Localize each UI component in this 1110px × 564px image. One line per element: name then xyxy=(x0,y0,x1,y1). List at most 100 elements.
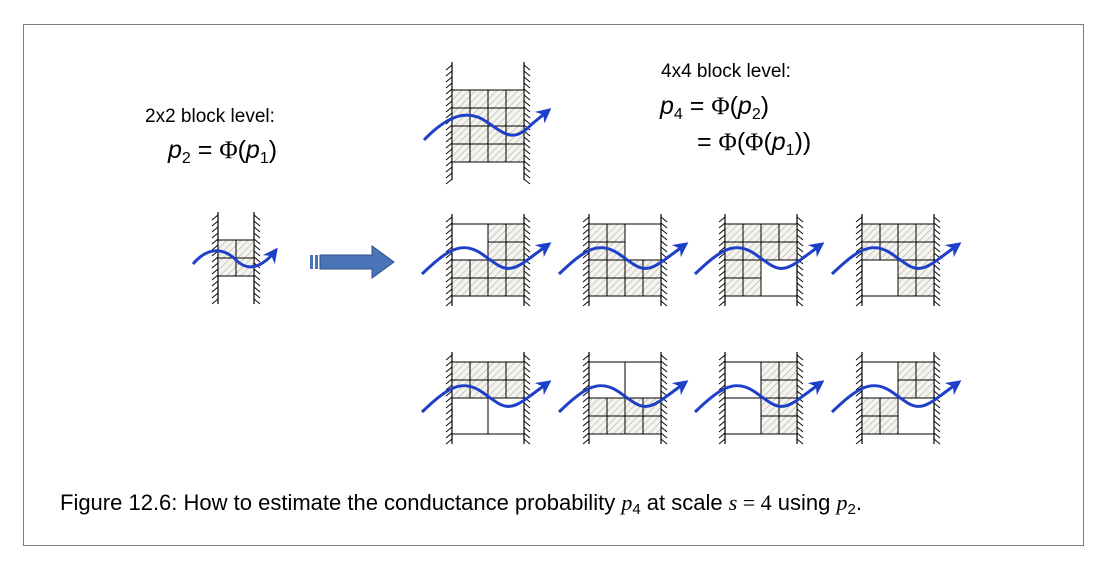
wall-hatch xyxy=(445,106,453,113)
wall-hatch xyxy=(523,88,531,95)
wall-hatch xyxy=(253,280,261,287)
occupied-cell xyxy=(505,223,525,243)
occupied-cell xyxy=(505,143,525,163)
wall-hatch xyxy=(582,396,590,403)
wall-hatch xyxy=(718,384,726,391)
wall-hatch xyxy=(796,222,804,229)
occupied-cell xyxy=(505,361,525,381)
occupied-cell xyxy=(861,415,881,435)
wall-hatch xyxy=(660,270,668,277)
wall-hatch xyxy=(523,82,531,89)
wall-hatch xyxy=(445,276,453,283)
occupied-cell xyxy=(724,277,744,297)
occupied-cell xyxy=(487,379,507,399)
empty-block xyxy=(760,259,798,297)
wall-hatch xyxy=(523,294,531,301)
wall-hatch xyxy=(445,402,453,409)
equals: = xyxy=(697,128,719,156)
wall-hatch xyxy=(660,432,668,439)
config-well-row2-1 xyxy=(557,352,689,445)
occupied-cell xyxy=(588,415,608,435)
equals: = xyxy=(190,136,220,164)
wall-hatch xyxy=(933,228,941,235)
wall-hatch xyxy=(933,420,941,427)
wall-hatch xyxy=(933,234,941,241)
wall-hatch xyxy=(523,378,531,385)
wall-hatch xyxy=(933,270,941,277)
config-well-row1-3 xyxy=(830,214,962,307)
wall-hatch xyxy=(445,282,453,289)
occupied-cell xyxy=(778,223,798,243)
well-2x2 xyxy=(191,212,278,305)
wall-hatch xyxy=(523,216,531,223)
wall-hatch xyxy=(523,432,531,439)
wall-hatch xyxy=(718,294,726,301)
wall-hatch xyxy=(445,88,453,95)
occupied-cell xyxy=(451,259,471,279)
occupied-cell xyxy=(915,241,935,261)
wall-hatch xyxy=(582,420,590,427)
wall-hatch xyxy=(523,240,531,247)
occupied-cell xyxy=(760,241,780,261)
wall-hatch xyxy=(718,420,726,427)
wall-hatch xyxy=(933,432,941,439)
caption-p4: p xyxy=(621,490,633,515)
wall-hatch xyxy=(523,112,531,119)
wall-hatch xyxy=(582,216,590,223)
occupied-cell xyxy=(505,277,525,297)
wall-hatch xyxy=(445,240,453,247)
wall-hatch xyxy=(523,270,531,277)
wall-hatch xyxy=(660,234,668,241)
wall-hatch xyxy=(855,276,863,283)
wall-hatch xyxy=(718,240,726,247)
occupied-cell xyxy=(588,277,608,297)
equation-p4: p4 = Φ(p2) xyxy=(660,92,769,124)
occupied-cell xyxy=(778,241,798,261)
wall-hatch xyxy=(523,402,531,409)
wall-hatch xyxy=(523,94,531,101)
wall-hatch xyxy=(718,366,726,373)
conduction-path xyxy=(693,380,825,414)
occupied-cell xyxy=(505,107,525,127)
occupied-cell xyxy=(451,143,471,163)
wall-hatch xyxy=(855,354,863,361)
occupied-cell xyxy=(606,259,626,279)
wall-hatch xyxy=(523,300,531,307)
wall-hatch xyxy=(523,160,531,167)
wall-hatch xyxy=(660,300,668,307)
wall-hatch xyxy=(855,438,863,445)
wall-hatch xyxy=(445,178,453,185)
wall-hatch xyxy=(933,222,941,229)
wall-hatch xyxy=(660,216,668,223)
equation-p2: p2 = Φ(p1) xyxy=(168,136,277,168)
occupied-cell xyxy=(588,259,608,279)
wall-hatch xyxy=(523,246,531,253)
wall-hatch xyxy=(445,246,453,253)
occupied-cell xyxy=(487,361,507,381)
transition-arrow xyxy=(310,245,395,279)
wall-hatch xyxy=(796,408,804,415)
wall-hatch xyxy=(933,288,941,295)
p2-subscript: 2 xyxy=(181,150,191,167)
wall-hatch xyxy=(582,366,590,373)
wall-hatch xyxy=(718,216,726,223)
wall-hatch xyxy=(253,268,261,275)
wall-hatch xyxy=(796,438,804,445)
occupied-cell xyxy=(606,415,626,435)
wall-hatch xyxy=(582,378,590,385)
occupied-cell xyxy=(897,223,917,243)
wall-hatch xyxy=(582,222,590,229)
wall-hatch xyxy=(796,216,804,223)
wall-hatch xyxy=(445,94,453,101)
wall-hatch xyxy=(582,246,590,253)
wall-hatch xyxy=(445,112,453,119)
wall-hatch xyxy=(796,288,804,295)
wall-hatch xyxy=(445,390,453,397)
occupied-cell xyxy=(469,361,489,381)
occupied-cell xyxy=(724,223,744,243)
wall-hatch xyxy=(523,276,531,283)
occupied-cell xyxy=(505,89,525,109)
wall-hatch xyxy=(933,402,941,409)
phi-symbol: Φ xyxy=(219,137,238,164)
wall-hatch xyxy=(445,234,453,241)
